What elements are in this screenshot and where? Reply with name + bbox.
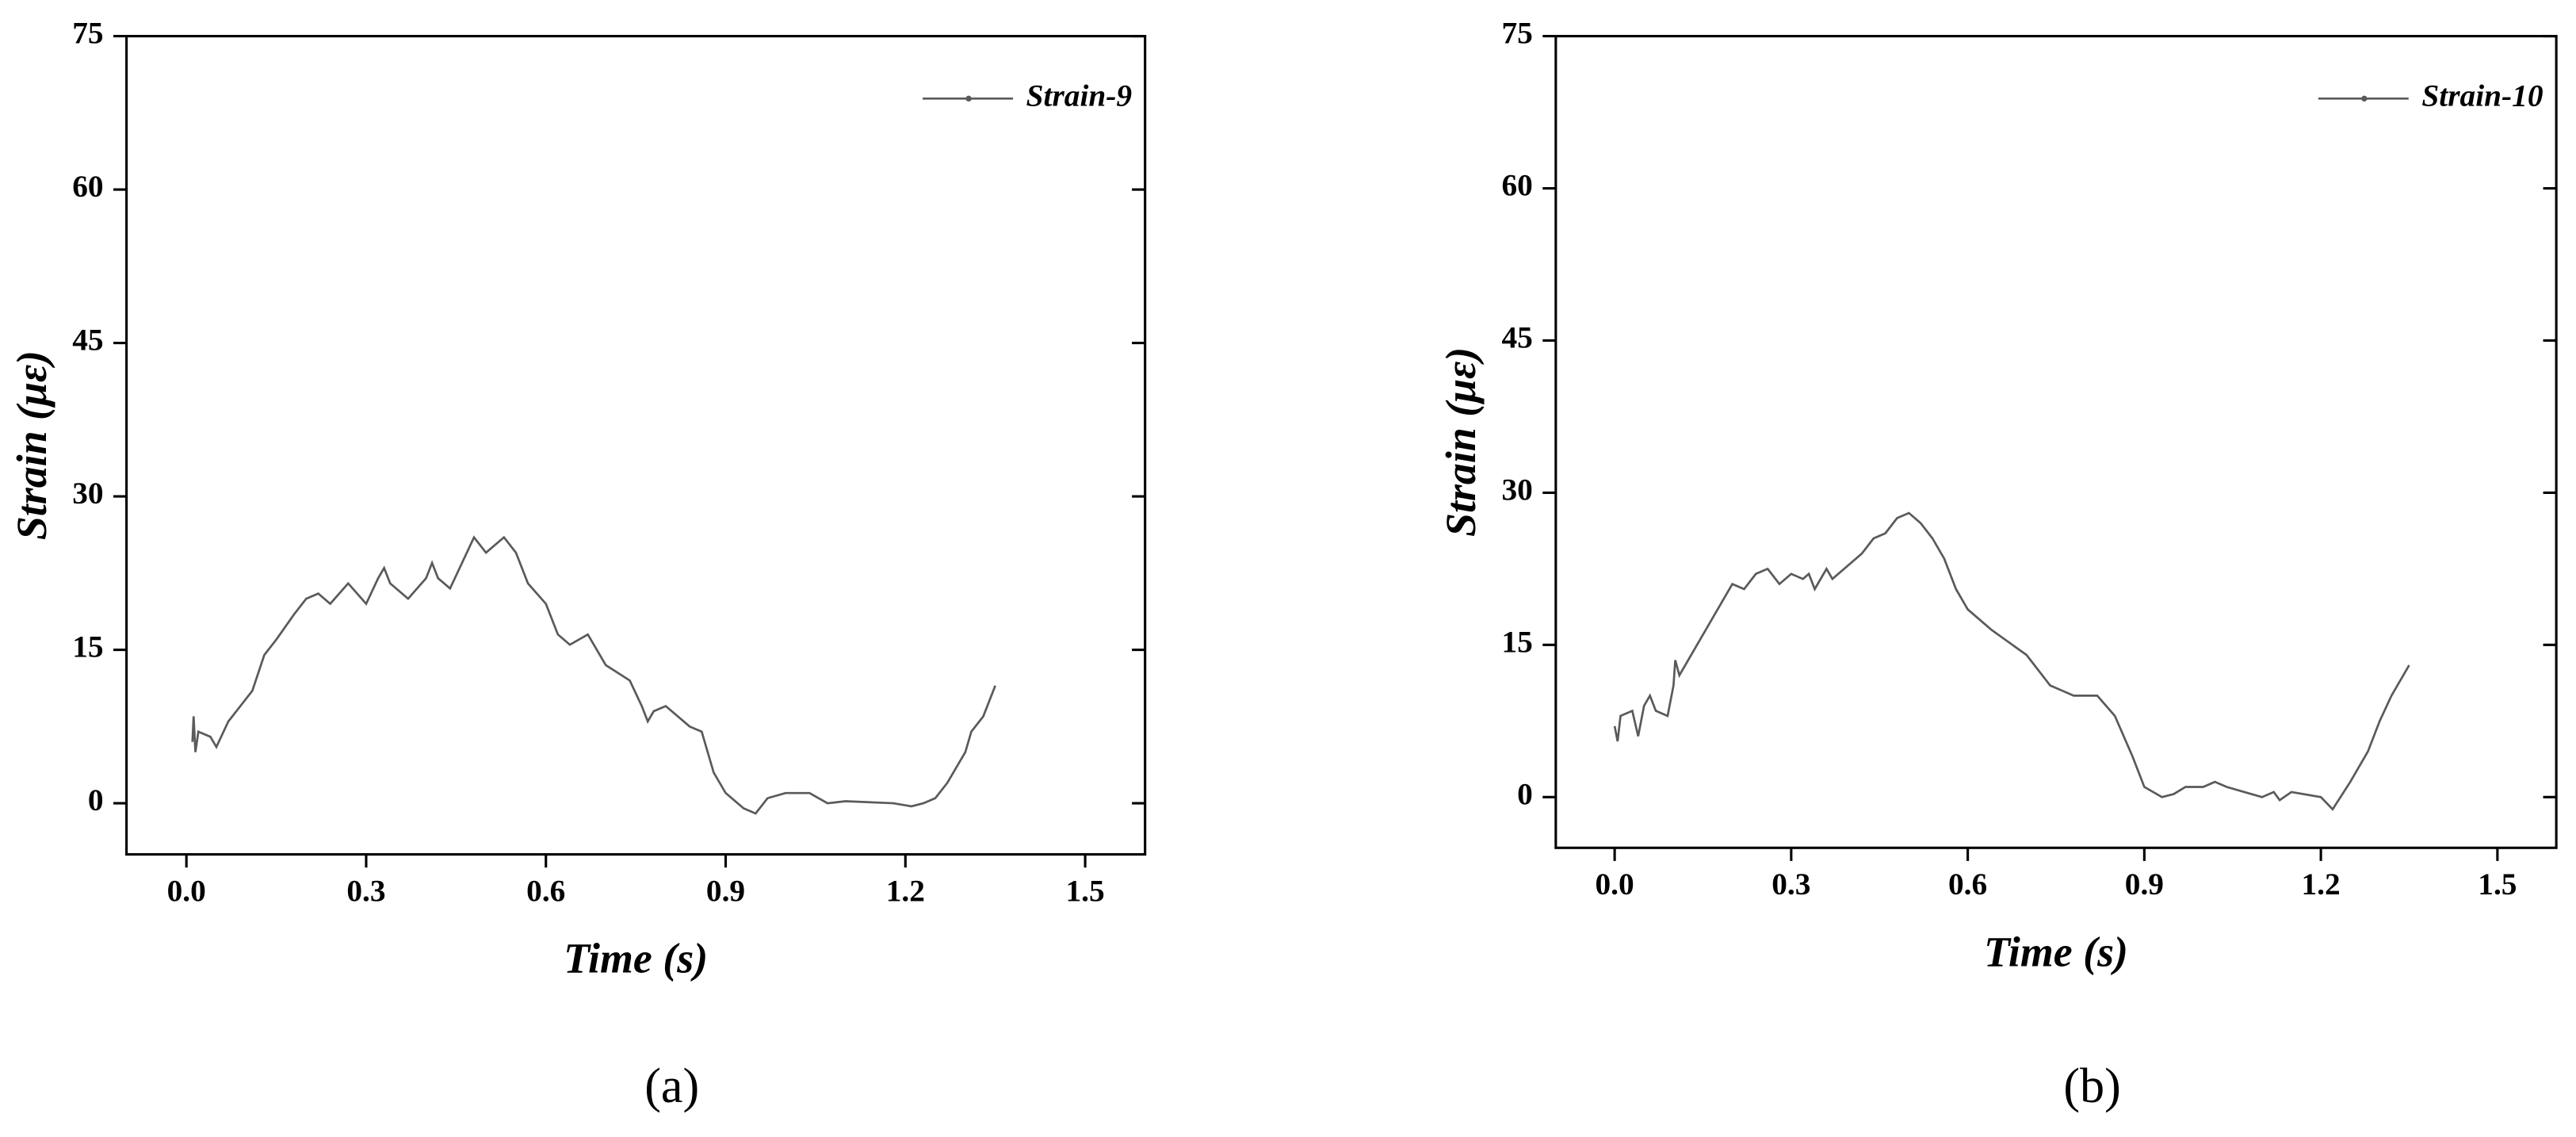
data-line xyxy=(191,535,996,815)
legend-label: Strain-9 xyxy=(1026,78,1132,113)
y-tick-label: 60 xyxy=(1501,168,1532,203)
y-tick-label: 45 xyxy=(72,323,103,358)
y-tick-label: 75 xyxy=(1501,16,1532,51)
x-tick-label: 0.3 xyxy=(1771,867,1810,902)
panel-caption: (a) xyxy=(644,1059,699,1113)
x-tick-label: 0.6 xyxy=(1948,867,1987,902)
x-tick-label: 1.5 xyxy=(2478,867,2517,902)
y-tick-label: 15 xyxy=(72,630,103,664)
x-tick-label: 1.2 xyxy=(886,873,925,908)
y-tick-label: 30 xyxy=(72,476,103,511)
x-tick-label: 0.6 xyxy=(526,873,565,908)
y-axis-title: Strain (με) xyxy=(1437,347,1485,537)
y-tick-label: 15 xyxy=(1501,624,1532,659)
y-axis-title: Strain (με) xyxy=(8,350,55,540)
y-tick-label: 0 xyxy=(88,783,104,817)
x-tick-label: 1.2 xyxy=(2302,867,2341,902)
x-tick-label: 0.0 xyxy=(167,873,206,908)
y-tick-label: 30 xyxy=(1501,472,1532,507)
panel-caption: (b) xyxy=(2063,1059,2120,1113)
y-tick-label: 60 xyxy=(72,169,103,204)
x-tick-label: 1.5 xyxy=(1065,873,1104,908)
x-tick-label: 0.9 xyxy=(706,873,745,908)
y-tick-label: 45 xyxy=(1501,320,1532,355)
x-axis-title: Time (s) xyxy=(1984,928,2128,975)
plot-frame xyxy=(125,35,1147,856)
data-line xyxy=(1613,511,2410,811)
plot-frame xyxy=(1554,35,2558,849)
x-tick-label: 0.3 xyxy=(346,873,385,908)
x-axis-title: Time (s) xyxy=(564,935,708,982)
y-tick-label: 75 xyxy=(72,16,103,51)
legend-marker xyxy=(965,95,972,102)
legend-marker xyxy=(2361,95,2368,102)
x-tick-label: 0.0 xyxy=(1595,867,1634,902)
legend-label: Strain-10 xyxy=(2421,78,2543,113)
y-tick-label: 0 xyxy=(1517,776,1533,811)
x-tick-label: 0.9 xyxy=(2125,867,2164,902)
